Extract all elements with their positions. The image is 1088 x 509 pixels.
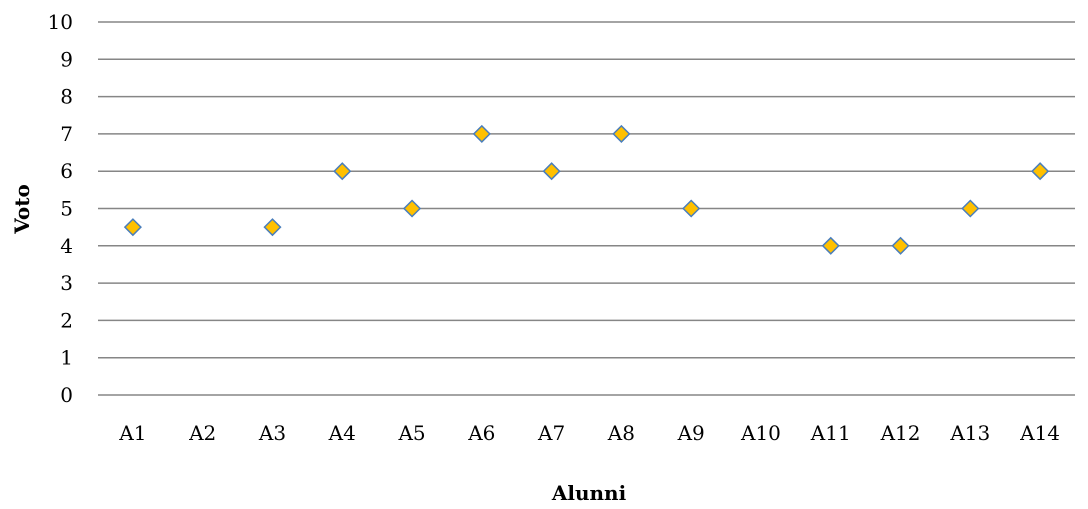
x-tick-label: A8 — [607, 421, 635, 445]
data-point-A12 — [891, 236, 910, 255]
data-point-A7 — [542, 162, 561, 181]
y-tick-label: 9 — [60, 47, 73, 71]
x-tick-label: A2 — [188, 421, 216, 445]
gridlines — [98, 21, 1075, 396]
y-tick-label: 7 — [60, 122, 73, 146]
x-tick-label: A1 — [118, 421, 146, 445]
x-axis-tick-labels: A1 A2 A3 A4 A5 A6 A7 A8 A9 A10 A11 A12 A13 A14 — [118, 421, 1060, 445]
x-tick-label: A10 — [740, 421, 781, 445]
x-tick-label: A6 — [467, 421, 495, 445]
data-point-A5 — [402, 199, 422, 218]
y-tick-label: 1 — [60, 346, 73, 370]
data-point-A8 — [612, 124, 631, 143]
x-tick-label: A7 — [537, 421, 565, 445]
x-tick-label: A14 — [1019, 421, 1060, 445]
x-tick-label: A11 — [810, 421, 851, 445]
x-tick-label: A12 — [880, 421, 921, 445]
x-tick-label: A5 — [397, 421, 425, 445]
data-point-A4 — [333, 162, 352, 181]
y-tick-label: 8 — [60, 85, 73, 109]
x-tick-label: A13 — [949, 421, 990, 445]
y-tick-label: 6 — [60, 159, 73, 183]
data-point-A9 — [682, 199, 701, 218]
data-point-A13 — [961, 199, 980, 218]
x-tick-label: A4 — [328, 421, 356, 445]
y-tick-label: 5 — [60, 197, 73, 221]
y-axis-tick-labels: 0 1 2 3 4 5 6 7 8 9 10 — [48, 10, 73, 407]
x-tick-label: A3 — [258, 421, 286, 445]
data-point-A3 — [263, 218, 282, 237]
data-point-A11 — [821, 236, 840, 255]
y-tick-label: 3 — [60, 271, 73, 295]
x-tick-label: A9 — [677, 421, 705, 445]
data-points — [123, 124, 1050, 255]
y-axis-title: Voto — [10, 184, 34, 235]
y-tick-label: 0 — [60, 383, 73, 407]
x-axis-title: Alunni — [551, 481, 627, 505]
data-point-A1 — [123, 218, 142, 237]
y-tick-label: 4 — [60, 234, 73, 258]
y-tick-label: 10 — [48, 10, 73, 34]
y-tick-label: 2 — [60, 308, 73, 332]
data-point-A14 — [1031, 162, 1050, 181]
data-point-A6 — [472, 124, 491, 143]
